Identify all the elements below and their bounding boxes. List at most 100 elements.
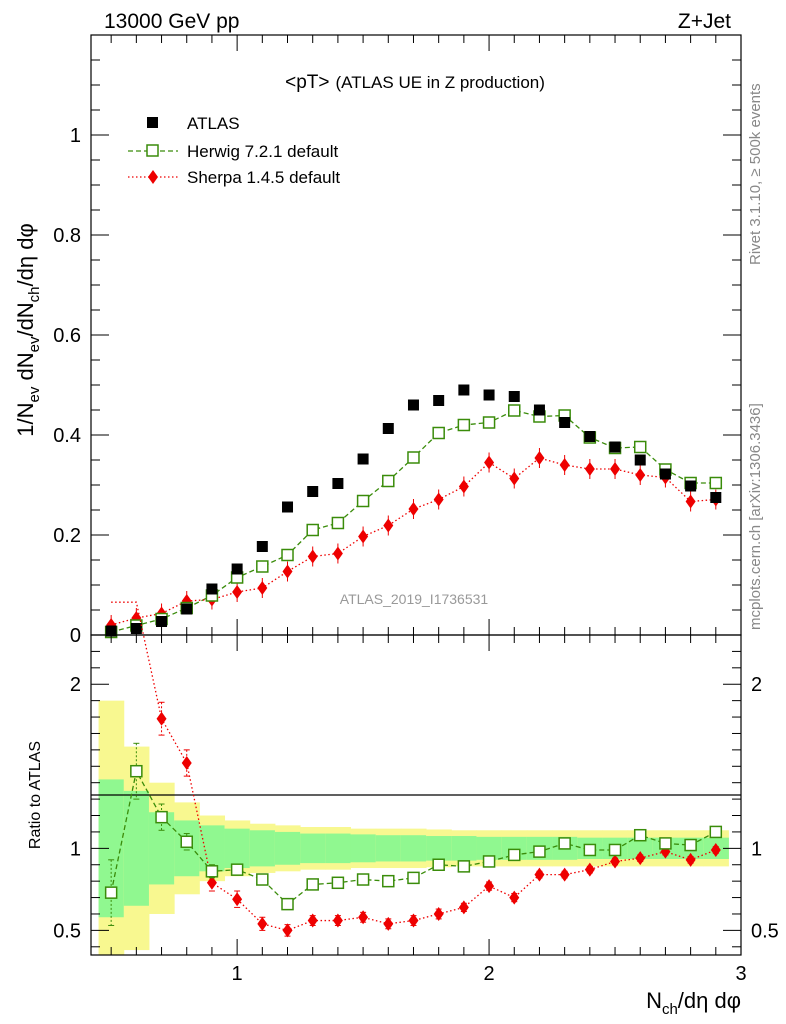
ratio-herwig-point bbox=[281, 897, 294, 911]
atlas-point bbox=[357, 453, 369, 465]
herwig-point bbox=[508, 404, 521, 417]
ratio-sherpa-point bbox=[458, 900, 469, 915]
watermark: ATLAS_2019_I1736531 bbox=[340, 591, 489, 607]
atlas-point bbox=[609, 441, 621, 453]
atlas-point bbox=[231, 563, 243, 575]
ratio-y-axis-label: Ratio to ATLAS bbox=[27, 741, 44, 849]
sherpa-point bbox=[509, 471, 520, 486]
ratio-x-tick-label: 1 bbox=[232, 963, 243, 985]
ratio-x-tick-label: 3 bbox=[735, 963, 746, 985]
atlas-point bbox=[382, 423, 394, 434]
atlas-point bbox=[332, 478, 344, 489]
ratio-x-tick-label: 2 bbox=[483, 963, 494, 985]
herwig-point bbox=[407, 451, 420, 464]
herwig-point bbox=[306, 523, 319, 537]
sherpa-point bbox=[458, 479, 469, 494]
sherpa-point bbox=[635, 468, 646, 482]
ratio-herwig-point bbox=[256, 873, 269, 886]
sherpa-point bbox=[559, 458, 570, 472]
ratio-series bbox=[104, 601, 723, 938]
herwig-point bbox=[709, 476, 723, 490]
ratio-sherpa-point bbox=[232, 892, 243, 907]
band-inner bbox=[199, 825, 226, 872]
herwig-point bbox=[331, 516, 345, 530]
sherpa-point bbox=[408, 502, 419, 516]
ratio-sherpa-point bbox=[433, 906, 444, 921]
ratio-y-tick-label-right: 1 bbox=[751, 838, 762, 860]
legend-atlas-label: ATLAS bbox=[187, 114, 240, 133]
ratio-frame bbox=[90, 634, 742, 956]
ratio-herwig-point bbox=[608, 843, 622, 857]
sherpa-point bbox=[484, 455, 495, 470]
sherpa-point bbox=[358, 529, 369, 544]
sherpa-point bbox=[610, 462, 621, 476]
ratio-herwig-point bbox=[482, 855, 496, 868]
sherpa-point bbox=[257, 581, 268, 595]
band-inner bbox=[375, 835, 402, 862]
herwig-point bbox=[356, 494, 370, 508]
ratio-herwig-point bbox=[306, 878, 319, 891]
ratio-sherpa-point bbox=[181, 756, 192, 770]
ratio-y-ticks bbox=[91, 650, 741, 948]
atlas-point bbox=[156, 616, 168, 627]
ratio-x-ticks bbox=[110, 635, 742, 955]
main-y-tick-label: 1 bbox=[70, 125, 81, 147]
ratio-herwig-point bbox=[331, 876, 345, 890]
atlas-point bbox=[533, 404, 545, 416]
sherpa-point bbox=[282, 564, 293, 579]
ratio-sherpa-point bbox=[408, 913, 419, 928]
band-inner bbox=[123, 790, 150, 906]
legend-herwig-label: Herwig 7.2.1 default bbox=[187, 142, 338, 161]
header-left: 13000 GeV pp bbox=[104, 10, 239, 33]
ratio-sherpa-point bbox=[307, 913, 318, 928]
ratio-sherpa-point bbox=[282, 923, 293, 938]
atlas-point bbox=[282, 501, 294, 513]
ratio-herwig-point bbox=[659, 837, 672, 850]
herwig-point bbox=[432, 426, 445, 440]
ratio-herwig-point bbox=[558, 837, 571, 850]
atlas-point bbox=[181, 603, 193, 615]
atlas-point bbox=[483, 389, 495, 401]
ratio-sherpa-point bbox=[358, 910, 369, 925]
atlas-point bbox=[433, 395, 445, 406]
ratio-y-tick-label-right: 0.5 bbox=[751, 920, 779, 942]
ratio-sherpa-point bbox=[332, 913, 343, 928]
atlas-point bbox=[710, 492, 722, 503]
herwig-point bbox=[256, 560, 269, 573]
ratio-y-tick-label: 1 bbox=[70, 838, 81, 860]
atlas-point bbox=[584, 431, 596, 442]
main-y-tick-label: 0.4 bbox=[53, 425, 81, 447]
header-right: Z+Jet bbox=[678, 10, 731, 33]
band-inner bbox=[249, 830, 276, 867]
herwig-point bbox=[633, 440, 647, 454]
legend-sherpa-marker bbox=[148, 170, 158, 184]
band-inner bbox=[224, 828, 251, 869]
sherpa-point bbox=[685, 494, 696, 509]
ratio-herwig-point bbox=[432, 858, 445, 871]
legend-sherpa-label: Sherpa 1.4.5 default bbox=[187, 168, 340, 187]
atlas-point bbox=[559, 417, 571, 428]
band-inner bbox=[627, 837, 654, 859]
ratio-sherpa-point bbox=[635, 851, 646, 866]
ratio-herwig-point bbox=[533, 845, 546, 858]
herwig-point bbox=[382, 474, 395, 488]
ratio-herwig-point bbox=[180, 835, 193, 849]
chart-title-sub: (ATLAS UE in Z production) bbox=[335, 73, 544, 92]
sherpa-point bbox=[232, 585, 243, 599]
atlas-point bbox=[659, 468, 671, 480]
ratio-herwig-point bbox=[382, 874, 395, 888]
ratio-herwig-point bbox=[104, 886, 118, 899]
atlas-point bbox=[206, 583, 218, 595]
rivet-label: Rivet 3.1.10, ≥ 500k events bbox=[747, 83, 764, 265]
band-inner bbox=[476, 836, 503, 860]
legend-herwig-marker bbox=[146, 144, 159, 157]
ratio-y-tick-labels: 0.5 0.5 1 1 2 2 bbox=[53, 674, 779, 942]
ratio-herwig-point bbox=[205, 865, 219, 878]
ratio-y-tick-label: 2 bbox=[70, 674, 81, 696]
sherpa-point bbox=[433, 492, 444, 507]
ratio-panel: 0.5 0.5 1 1 2 2 1 2 3 bbox=[53, 601, 779, 985]
atlas-point bbox=[634, 454, 646, 466]
sherpa-point bbox=[307, 549, 318, 564]
ratio-sherpa-point bbox=[257, 916, 268, 931]
